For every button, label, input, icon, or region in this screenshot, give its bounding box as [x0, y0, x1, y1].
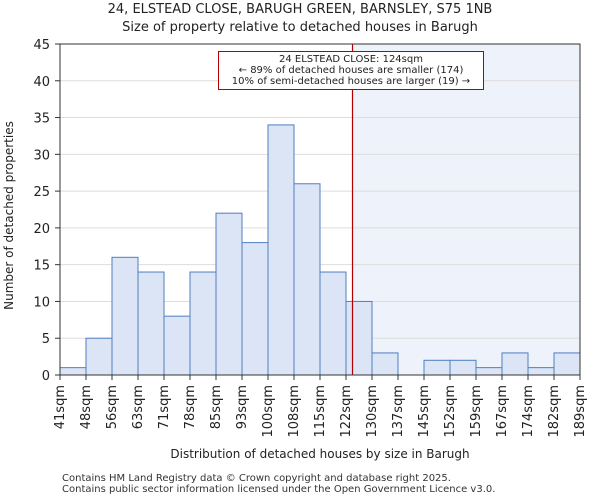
tick-label-x-15: 152sqm: [443, 385, 458, 438]
bar-2: [111, 256, 139, 376]
tick-label-x-20: 189sqm: [573, 385, 588, 438]
tick-label-x-6: 85sqm: [209, 385, 224, 429]
bar-10: [319, 271, 347, 376]
chart-subtitle: Size of property relative to detached ho…: [122, 20, 478, 35]
tick-label-x-3: 63sqm: [131, 385, 146, 429]
tick-label-x-18: 174sqm: [521, 385, 536, 438]
tick-label-y-0: 0: [42, 369, 50, 384]
tick-label-x-4: 71sqm: [157, 385, 172, 429]
tick-label-x-14: 145sqm: [417, 385, 432, 438]
tick-label-x-0: 41sqm: [53, 385, 68, 429]
bar-14: [423, 359, 451, 376]
tick-label-x-11: 122sqm: [339, 385, 354, 438]
bar-3: [137, 271, 165, 376]
tick-label-x-7: 93sqm: [235, 385, 250, 429]
footer-copyright: Contains HM Land Registry data © Crown c…: [62, 473, 451, 484]
bar-11: [345, 300, 373, 376]
tick-label-y-9: 45: [33, 38, 50, 53]
tick-label-y-1: 5: [42, 332, 50, 347]
tick-label-x-1: 48sqm: [79, 385, 94, 429]
bar-16: [475, 367, 503, 376]
tick-label-x-13: 137sqm: [391, 385, 406, 438]
tick-label-y-6: 30: [33, 148, 50, 163]
tick-label-x-9: 108sqm: [287, 385, 302, 438]
annotation-box: 24 ELSTEAD CLOSE: 124sqm ← 89% of detach…: [218, 51, 484, 90]
tick-label-y-4: 20: [33, 222, 50, 237]
bar-0: [59, 367, 87, 376]
footer-licence: Contains public sector information licen…: [62, 484, 496, 495]
bar-6: [215, 212, 243, 376]
tick-label-x-8: 100sqm: [261, 385, 276, 438]
annotation-line-1: 24 ELSTEAD CLOSE: 124sqm: [279, 54, 423, 65]
bar-4: [163, 315, 191, 376]
tick-label-x-10: 115sqm: [313, 385, 328, 438]
bar-9: [293, 183, 321, 376]
plot-frame: [59, 43, 581, 376]
tick-label-y-7: 35: [33, 112, 50, 127]
bar-17: [501, 352, 529, 376]
bar-5: [189, 271, 217, 376]
bar-1: [85, 337, 113, 376]
tick-label-x-16: 159sqm: [469, 385, 484, 438]
bar-12: [371, 352, 399, 376]
tick-label-x-19: 182sqm: [547, 385, 562, 438]
tick-label-y-8: 40: [33, 75, 50, 90]
bar-8: [267, 124, 295, 376]
bar-18: [527, 367, 555, 376]
chart-title-address: 24, ELSTEAD CLOSE, BARUGH GREEN, BARNSLE…: [107, 2, 493, 17]
bar-15: [449, 359, 477, 376]
tick-label-y-2: 10: [33, 295, 50, 310]
bar-19: [553, 352, 581, 376]
x-axis-label: Distribution of detached houses by size …: [170, 447, 469, 461]
y-axis-label: Number of detached properties: [2, 121, 16, 310]
tick-label-x-12: 130sqm: [365, 385, 380, 438]
annotation-line-2: ← 89% of detached houses are smaller (17…: [238, 65, 464, 76]
tick-label-y-3: 15: [33, 259, 50, 274]
bar-7: [241, 242, 269, 376]
tick-label-x-2: 56sqm: [105, 385, 120, 429]
tick-label-x-17: 167sqm: [495, 385, 510, 438]
highlight-region: [352, 44, 580, 375]
annotation-line-3: 10% of semi-detached houses are larger (…: [231, 76, 471, 87]
tick-label-y-5: 25: [33, 185, 50, 200]
tick-label-x-5: 78sqm: [183, 385, 198, 429]
